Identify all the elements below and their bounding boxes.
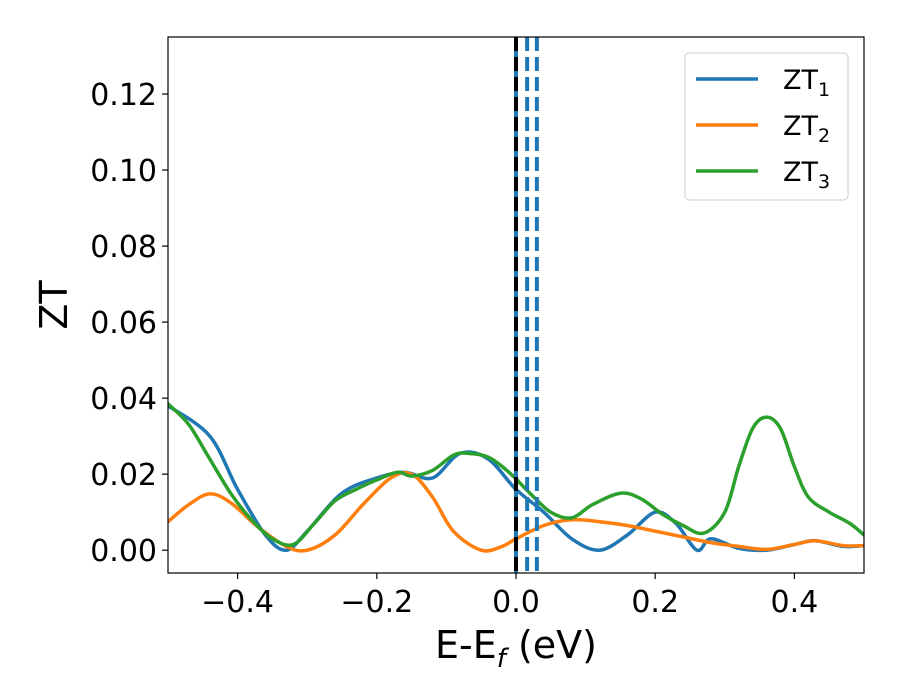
series-line-zt3 <box>168 402 864 547</box>
x-tick-label: 0.0 <box>492 585 540 620</box>
legend-label-main: ZT <box>783 65 818 96</box>
legend-label-sub: 3 <box>818 171 830 193</box>
y-tick-label: 0.10 <box>90 154 157 189</box>
x-axis-title-unit: (eV) <box>506 623 597 667</box>
y-tick-label: 0.08 <box>90 230 157 265</box>
y-tick-label: 0.12 <box>90 78 157 113</box>
x-axis-ticks: −0.4 −0.2 0.0 0.2 0.4 <box>201 573 818 620</box>
legend-label-main: ZT <box>783 157 818 188</box>
x-tick-label: 0.2 <box>631 585 679 620</box>
x-axis-title: E-Ef (eV) <box>435 623 597 674</box>
y-tick-label: 0.00 <box>90 534 157 569</box>
x-tick-label: 0.4 <box>771 585 819 620</box>
x-tick-label: −0.2 <box>340 585 413 620</box>
legend-label-sub: 1 <box>818 79 830 101</box>
y-tick-label: 0.04 <box>90 382 157 417</box>
legend-label-sub: 2 <box>818 125 830 147</box>
series-layer <box>168 402 864 553</box>
y-axis-title: ZT <box>32 280 76 330</box>
legend-label: ZT2 <box>783 111 830 147</box>
legend-label: ZT1 <box>783 65 830 101</box>
legend-label-main: ZT <box>783 111 818 142</box>
x-tick-label: −0.4 <box>201 585 274 620</box>
y-tick-label: 0.02 <box>90 458 157 493</box>
y-tick-label: 0.06 <box>90 306 157 341</box>
y-axis-ticks: 0.00 0.02 0.04 0.06 0.08 0.10 0.12 <box>90 78 168 569</box>
x-axis-title-main: E-E <box>435 623 497 667</box>
legend-box <box>684 52 849 201</box>
legend-label: ZT3 <box>783 157 830 193</box>
reference-lines <box>514 37 539 573</box>
